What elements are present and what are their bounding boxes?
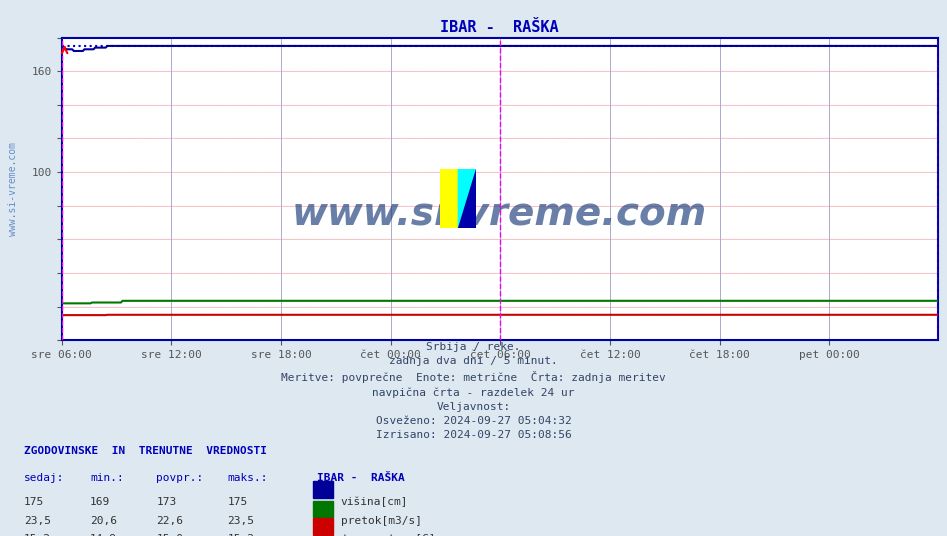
Text: pretok[m3/s]: pretok[m3/s] xyxy=(341,517,422,526)
Text: 23,5: 23,5 xyxy=(227,517,255,526)
Text: 23,5: 23,5 xyxy=(24,517,51,526)
Text: 175: 175 xyxy=(227,497,247,507)
Text: www.si-vreme.com: www.si-vreme.com xyxy=(9,142,18,236)
Text: povpr.:: povpr.: xyxy=(156,473,204,483)
Text: 169: 169 xyxy=(90,497,110,507)
Text: 14,9: 14,9 xyxy=(90,534,117,536)
Text: 175: 175 xyxy=(24,497,44,507)
Text: 20,6: 20,6 xyxy=(90,517,117,526)
Text: maks.:: maks.: xyxy=(227,473,268,483)
Polygon shape xyxy=(458,169,476,228)
Text: 15,0: 15,0 xyxy=(156,534,184,536)
Text: 15,2: 15,2 xyxy=(24,534,51,536)
Text: višina[cm]: višina[cm] xyxy=(341,497,408,507)
Title: IBAR -  RAŠKA: IBAR - RAŠKA xyxy=(440,20,559,35)
Bar xyxy=(313,518,333,535)
Text: 22,6: 22,6 xyxy=(156,517,184,526)
Text: temperatura[C]: temperatura[C] xyxy=(341,534,436,536)
Polygon shape xyxy=(458,169,476,228)
Text: 15,2: 15,2 xyxy=(227,534,255,536)
Text: Srbija / reke.
zadnja dva dni / 5 minut.
Meritve: povprečne  Enote: metrične  Čr: Srbija / reke. zadnja dva dni / 5 minut.… xyxy=(281,343,666,440)
Text: www.si-vreme.com: www.si-vreme.com xyxy=(292,194,707,232)
Text: IBAR -  RAŠKA: IBAR - RAŠKA xyxy=(317,473,405,483)
Bar xyxy=(440,169,458,228)
Text: 173: 173 xyxy=(156,497,176,507)
Bar xyxy=(313,481,333,498)
Text: min.:: min.: xyxy=(90,473,124,483)
Text: ZGODOVINSKE  IN  TRENUTNE  VREDNOSTI: ZGODOVINSKE IN TRENUTNE VREDNOSTI xyxy=(24,446,267,456)
Text: sedaj:: sedaj: xyxy=(24,473,64,483)
Bar xyxy=(313,501,333,517)
